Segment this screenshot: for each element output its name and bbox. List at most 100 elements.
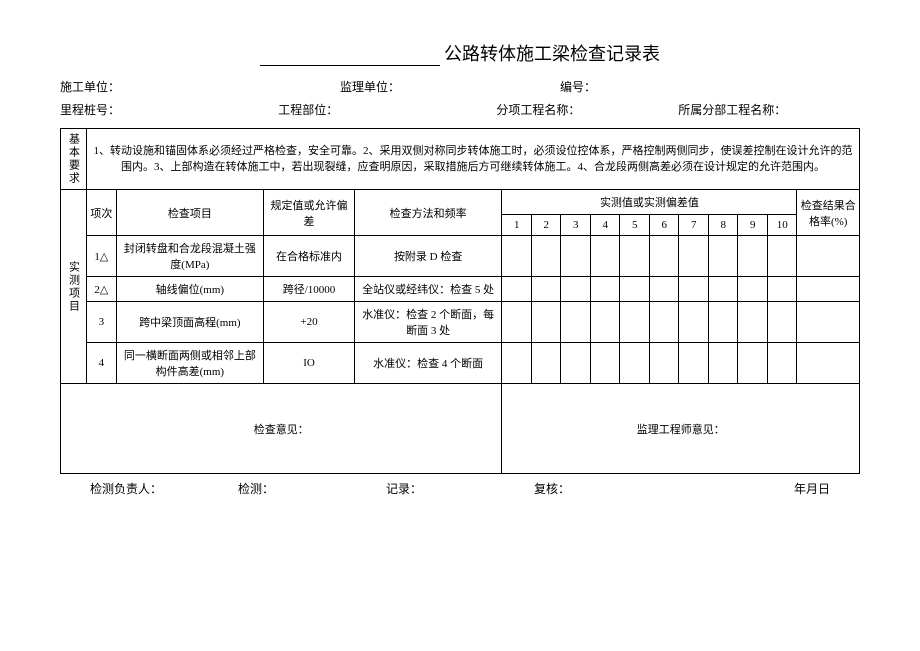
footer-detect: 检测： [238,480,386,497]
header-measured: 实测值或实测偏差值 [502,190,797,215]
v-2-2 [531,277,561,302]
spec-2: 跨径/10000 [264,277,355,302]
result-1 [797,236,860,277]
header-item: 检查项目 [116,190,264,236]
v-2-3 [561,277,591,302]
col-10: 10 [767,215,797,236]
seq-2: 2△ [87,277,117,302]
construction-unit-label: 施工单位： [60,78,240,95]
requirement-label: 基本要求 [61,129,87,190]
division-label: 所属分部工程名称： [678,101,860,118]
v-2-10 [767,277,797,302]
v-4-1 [502,343,532,384]
data-row-2: 2△ 轴线偏位(mm) 跨径/10000 全站仪或经纬仪：检查 5 处 [61,277,860,302]
v-1-6 [649,236,679,277]
item-1: 封闭转盘和合龙段混凝土强度(MPa) [116,236,264,277]
footer-row: 检测负责人： 检测： 记录： 复核： 年月日 [60,480,860,497]
header-method: 检查方法和频率 [354,190,502,236]
v-2-6 [649,277,679,302]
footer-review: 复核： [534,480,682,497]
col-3: 3 [561,215,591,236]
v-4-4 [590,343,620,384]
spec-3: +20 [264,302,355,343]
mileage-label: 里程桩号： [60,101,278,118]
v-3-10 [767,302,797,343]
spec-1: 在合格标准内 [264,236,355,277]
v-1-9 [738,236,768,277]
v-1-8 [708,236,738,277]
header-row-2: 里程桩号： 工程部位： 分项工程名称： 所属分部工程名称： [60,101,860,118]
spec-4: IO [264,343,355,384]
requirement-row: 基本要求 1、转动设施和锚固体系必须经过严格检查，安全可靠。2、采用双侧对称同步… [61,129,860,190]
measure-label: 实测项目 [61,190,87,384]
requirement-text: 1、转动设施和锚固体系必须经过严格检查，安全可靠。2、采用双侧对称同步转体施工时… [87,129,860,190]
header-row-1: 施工单位： 监理单位： 编号： [60,78,860,95]
v-4-10 [767,343,797,384]
result-3 [797,302,860,343]
item-3: 跨中梁顶面高程(mm) [116,302,264,343]
v-3-1 [502,302,532,343]
col-7: 7 [679,215,709,236]
v-1-3 [561,236,591,277]
v-3-9 [738,302,768,343]
subitem-label: 分项工程名称： [496,101,678,118]
footer-record: 记录： [386,480,534,497]
supervise-unit-label: 监理单位： [240,78,520,95]
v-4-8 [708,343,738,384]
v-2-7 [679,277,709,302]
table-header-row-1: 实测项目 项次 检查项目 规定值或允许偏差 检查方法和频率 实测值或实测偏差值 … [61,190,860,215]
comment-row: 检查意见： 监理工程师意见： [61,384,860,474]
supervise-comment: 监理工程师意见： [502,384,860,474]
col-9: 9 [738,215,768,236]
main-table: 基本要求 1、转动设施和锚固体系必须经过严格检查，安全可靠。2、采用双侧对称同步… [60,128,860,474]
title-blank [260,65,440,66]
v-3-8 [708,302,738,343]
v-1-7 [679,236,709,277]
col-8: 8 [708,215,738,236]
v-2-9 [738,277,768,302]
method-3: 水准仪：检查 2 个断面，每断面 3 处 [354,302,502,343]
title-text: 公路转体施工梁检查记录表 [444,44,660,64]
method-1: 按附录 D 检查 [354,236,502,277]
spacer [710,78,860,95]
v-2-5 [620,277,650,302]
v-4-6 [649,343,679,384]
result-2 [797,277,860,302]
data-row-4: 4 同一横断面两侧或相邻上部构件高差(mm) IO 水准仪：检查 4 个断面 [61,343,860,384]
col-5: 5 [620,215,650,236]
data-row-1: 1△ 封闭转盘和合龙段混凝土强度(MPa) 在合格标准内 按附录 D 检查 [61,236,860,277]
v-3-7 [679,302,709,343]
v-4-3 [561,343,591,384]
col-1: 1 [502,215,532,236]
header-seq: 项次 [87,190,117,236]
check-comment: 检查意见： [61,384,502,474]
v-1-5 [620,236,650,277]
v-4-5 [620,343,650,384]
v-1-2 [531,236,561,277]
page-title: 公路转体施工梁检查记录表 [60,40,860,66]
number-label: 编号： [520,78,710,95]
part-label: 工程部位： [278,101,496,118]
seq-4: 4 [87,343,117,384]
v-4-2 [531,343,561,384]
method-2: 全站仪或经纬仪：检查 5 处 [354,277,502,302]
v-1-4 [590,236,620,277]
item-4: 同一横断面两侧或相邻上部构件高差(mm) [116,343,264,384]
v-3-6 [649,302,679,343]
seq-3: 3 [87,302,117,343]
v-2-1 [502,277,532,302]
item-2: 轴线偏位(mm) [116,277,264,302]
result-4 [797,343,860,384]
v-3-2 [531,302,561,343]
v-3-5 [620,302,650,343]
v-2-4 [590,277,620,302]
v-1-10 [767,236,797,277]
v-1-1 [502,236,532,277]
v-4-9 [738,343,768,384]
col-4: 4 [590,215,620,236]
footer-date: 年月日 [682,480,860,497]
header-spec: 规定值或允许偏差 [264,190,355,236]
method-4: 水准仪：检查 4 个断面 [354,343,502,384]
data-row-3: 3 跨中梁顶面高程(mm) +20 水准仪：检查 2 个断面，每断面 3 处 [61,302,860,343]
v-3-3 [561,302,591,343]
